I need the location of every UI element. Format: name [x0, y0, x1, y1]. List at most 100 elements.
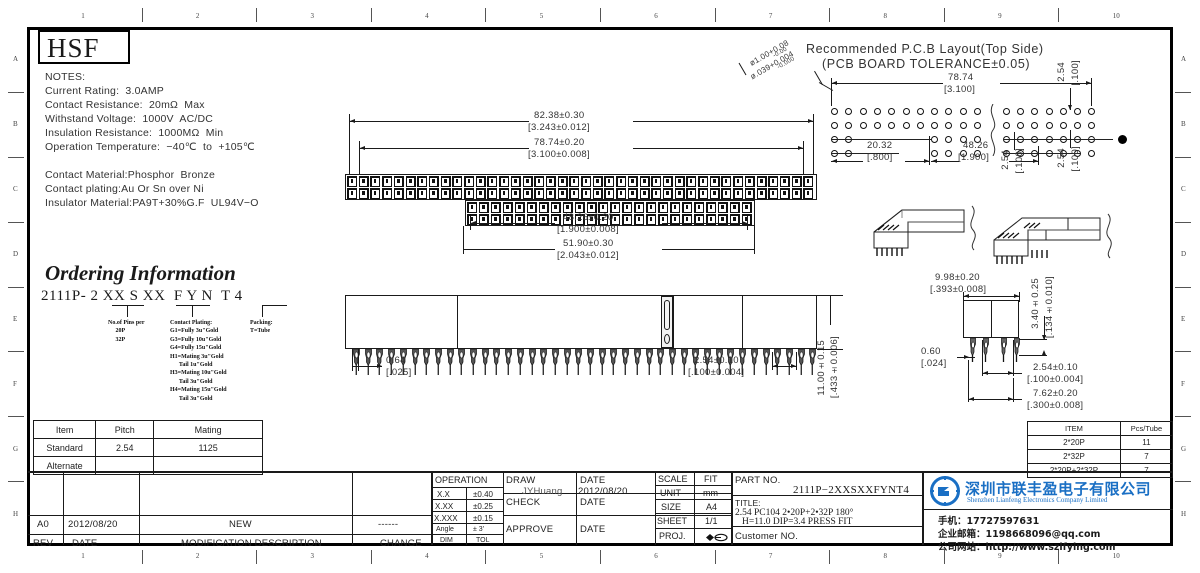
socket-cell: [627, 176, 638, 187]
pcb-dim-254-b-mm: 2.54: [1056, 148, 1067, 168]
mating-td-alternate-pitch: [95, 456, 155, 475]
dim-51-90-inch: [2.043±0.012]: [557, 250, 619, 261]
tb-approve-date-label: DATE: [580, 524, 606, 535]
tube-table-header-row: ITEM Pcs/Tube: [1027, 421, 1174, 436]
zone-label-9: 9: [998, 552, 1002, 560]
zone-tick: [370, 8, 372, 22]
press-fit-pin: [353, 349, 360, 375]
arrow-78-left: [360, 146, 365, 150]
socket-cell: [639, 176, 650, 187]
zone-tick: [829, 8, 831, 22]
socket-cell: [499, 188, 510, 199]
extline-82-left: [349, 114, 350, 174]
socket-cell: [651, 188, 662, 199]
dimline-11-00: [830, 295, 831, 325]
tb-draw-date-label: DATE: [580, 475, 606, 486]
zone-tick: [1175, 91, 1191, 93]
ordering-pins-legend: No.of Pins per 20P 32P: [108, 320, 145, 343]
socket-cell: [586, 202, 597, 213]
press-fit-pin: [364, 349, 372, 375]
socket-cell: [616, 176, 627, 187]
mating-th-item: Item: [32, 420, 97, 439]
zone-tick: [485, 8, 487, 22]
ordering-code: 2111P- 2 XX S XX F Y N T 4: [41, 288, 243, 304]
socket-cell: [550, 202, 561, 213]
ordering-underline-packing: [262, 305, 287, 306]
tb-line-2: [503, 515, 731, 516]
tol-row-sep-0: [431, 487, 503, 488]
tb-pn-line-1: [731, 526, 922, 527]
socket-cell: [440, 188, 451, 199]
socket-cell: [569, 188, 580, 199]
rev-col-3: [352, 471, 353, 545]
socket-cell: [803, 188, 814, 199]
socket-cell: [522, 176, 533, 187]
pcb-dimline-48-r: [1009, 161, 1038, 162]
zone-label-E: E: [1181, 314, 1186, 323]
mating-td-alternate-mating: [153, 456, 263, 475]
socket-cell: [803, 176, 814, 187]
tol-row-sep-3: [431, 523, 503, 524]
dim-0-64-inch: [.025]: [386, 367, 412, 378]
tb-su-line-3: [655, 528, 731, 529]
zone-tick: [256, 550, 258, 564]
pcb-hole: [974, 136, 981, 143]
pcb-row-leader: [1003, 153, 1081, 154]
socket-cell: [741, 214, 752, 225]
extline-48-left: [470, 216, 471, 230]
pcb-hole: [1074, 108, 1082, 115]
isometric-view-single: [873, 205, 976, 256]
socket-cell: [598, 214, 609, 225]
socket-cell: [405, 188, 416, 199]
zone-label-H: H: [13, 509, 19, 518]
pcb-arrow-48-r: [1033, 159, 1038, 163]
press-fit-pin: [715, 349, 723, 375]
pcb-dimline-78-l: [831, 83, 943, 84]
socket-cell: [658, 214, 669, 225]
socket-cell: [592, 188, 603, 199]
tb-draw-date-value: 2012/08/20: [578, 486, 628, 497]
extline-82-right: [813, 114, 814, 174]
socket-cell: [768, 188, 779, 199]
pcb-polarity-dot: [1118, 135, 1127, 144]
press-fit-pin: [458, 349, 466, 375]
zone-label-B: B: [1181, 120, 1186, 129]
socket-cell: [510, 176, 521, 187]
socket-cell: [634, 202, 645, 213]
extline-51-right: [754, 226, 755, 254]
zone-tick: [8, 416, 24, 418]
tube-th-item: ITEM: [1027, 421, 1121, 436]
hsf-logo-box: HSF: [38, 30, 130, 64]
arrow-7-62-r: [1008, 397, 1013, 401]
table-row: Alternate: [32, 456, 263, 475]
zone-tick: [714, 550, 716, 564]
isometric-view-double: [993, 213, 1112, 264]
zone-label-7: 7: [768, 552, 773, 560]
pcb-extline-78-l: [831, 78, 832, 106]
pcb-dimline-20-r: [905, 161, 929, 162]
pcb-hole: [974, 122, 981, 129]
tol-label-2: X.XXX: [434, 514, 458, 523]
socket-cell: [610, 202, 621, 213]
zone-label-8: 8: [883, 552, 888, 560]
pcb-dim-254-c-mm: 2.54: [1000, 150, 1011, 170]
pcb-hole: [1045, 108, 1053, 115]
dim-7-62-inch: [.300±0.008]: [1027, 400, 1084, 411]
ordering-plating-legend: Contact Plating: G1=Fully 3u"Gold G3=Ful…: [170, 320, 227, 402]
ordering-leader-packing: [262, 305, 263, 317]
socket-cell: [467, 202, 477, 213]
socket-cell: [534, 188, 545, 199]
socket-cell: [534, 176, 545, 187]
press-fit-pin: [563, 349, 571, 375]
zone-tick: [141, 8, 143, 22]
pcb-extline-78-r: [1091, 78, 1092, 106]
tb-customer-label: Customer NO.: [735, 531, 799, 542]
tb-title-label: TITLE:: [735, 498, 761, 508]
pcb-hole: [1002, 108, 1010, 115]
zone-tick: [829, 550, 831, 564]
dimline-51-left: [463, 249, 555, 250]
socket-cell: [598, 202, 609, 213]
socket-cell: [779, 176, 790, 187]
socket-cell: [557, 188, 568, 199]
arrow-0-60: [964, 355, 969, 359]
